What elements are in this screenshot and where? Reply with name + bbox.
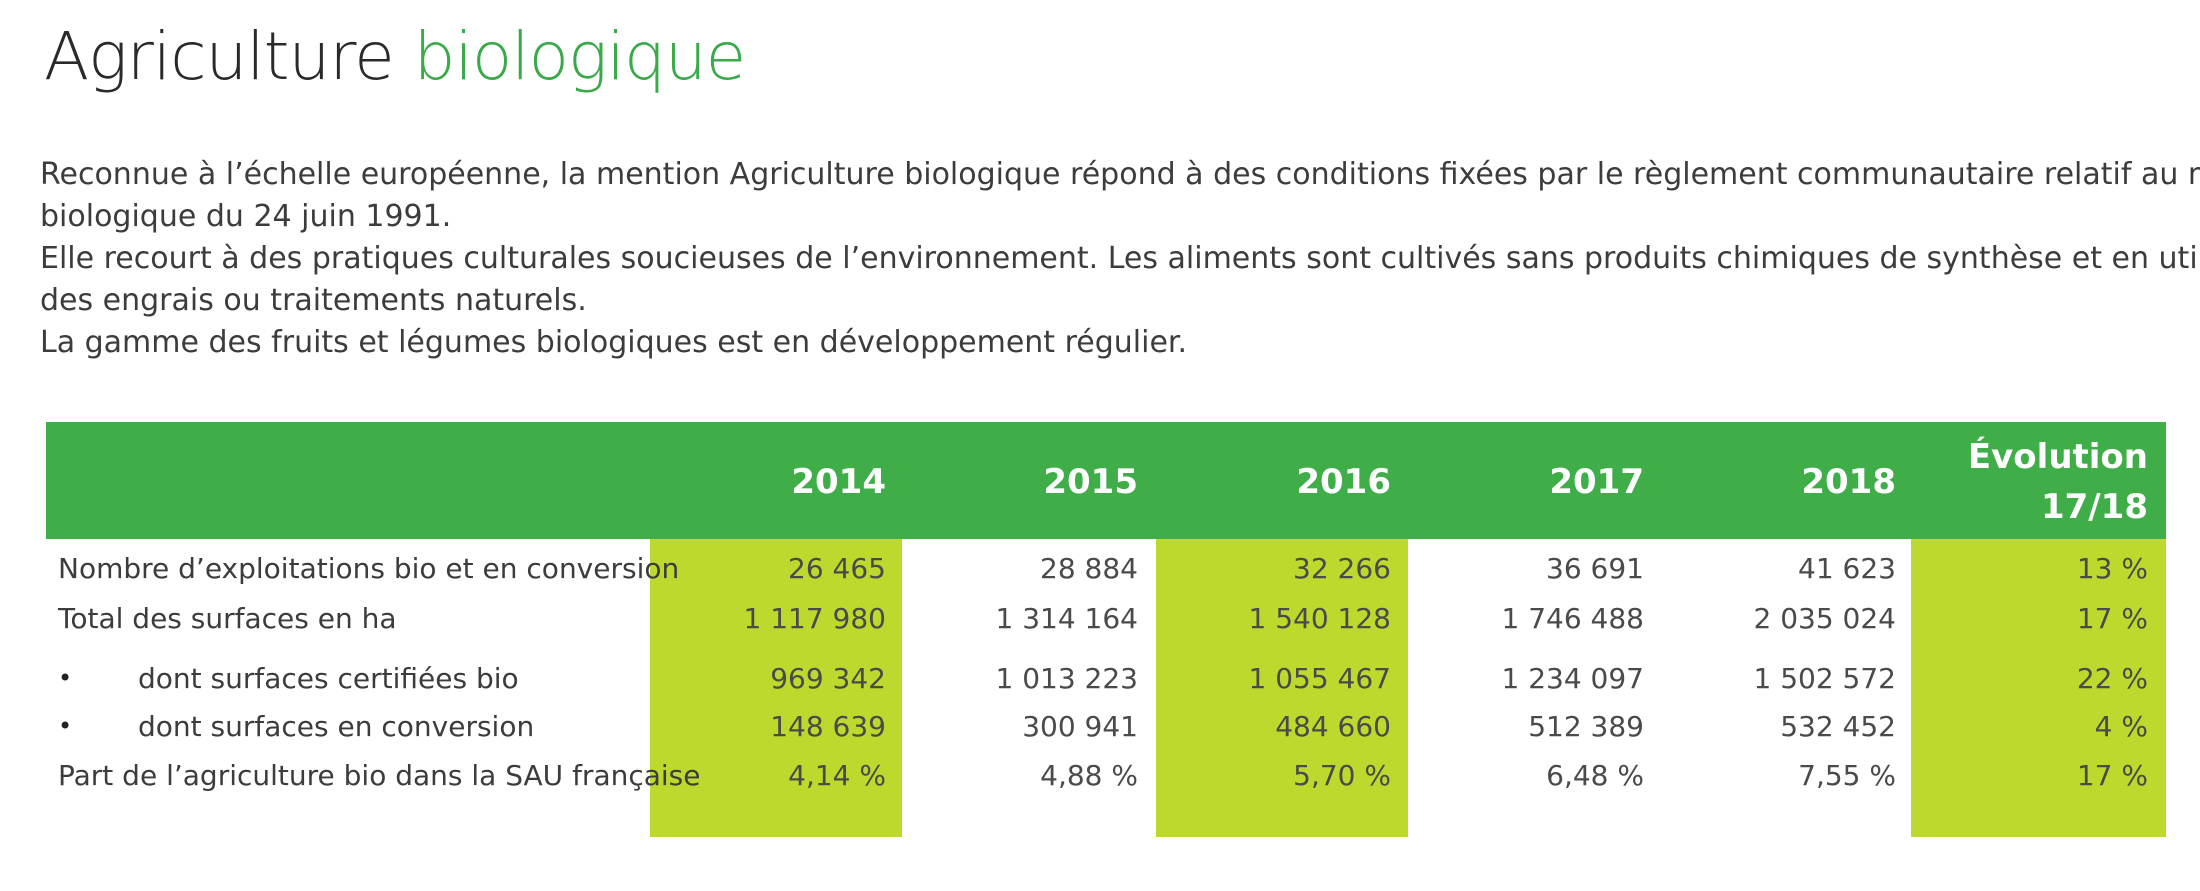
page-title-accent: biologique: [413, 18, 747, 95]
row-label: dont surfaces certifiées bio: [138, 662, 519, 695]
table-cell: 4,88 %: [1040, 759, 1138, 792]
table-cell: 969 342: [770, 662, 886, 695]
table-cell: 1 540 128: [1248, 602, 1391, 635]
table-cell: 512 389: [1528, 710, 1644, 743]
table-cell: 13 %: [2076, 552, 2148, 585]
table-cell: 5,70 %: [1293, 759, 1391, 792]
row-label: dont surfaces en conversion: [138, 710, 535, 743]
page-title-main: Agriculture: [44, 18, 395, 95]
row-label: Total des surfaces en ha: [58, 602, 397, 635]
intro-text: Reconnue à l’échelle européenne, la ment…: [40, 154, 2200, 364]
header-evolution: Évolution 17/18: [1908, 432, 2148, 532]
table-cell: 26 465: [788, 552, 886, 585]
table-cell: 1 055 467: [1248, 662, 1391, 695]
intro-line: Reconnue à l’échelle européenne, la ment…: [40, 157, 2200, 192]
row-label: Nombre d’exploitations bio et en convers…: [58, 552, 680, 585]
highlight-column-evolution: [1911, 539, 2166, 837]
header-evolution-label: Évolution: [1967, 437, 2148, 477]
intro-line: biologique du 24 juin 1991.: [40, 199, 452, 234]
table-cell: 22 %: [2076, 662, 2148, 695]
table-cell: 4 %: [2094, 710, 2148, 743]
header-2018: 2018: [1801, 462, 1896, 502]
table-cell: 28 884: [1040, 552, 1138, 585]
table-header-bar: [46, 422, 2166, 539]
intro-line: Elle recourt à des pratiques culturales …: [40, 241, 2200, 276]
intro-line: La gamme des fruits et légumes biologiqu…: [40, 325, 1188, 360]
intro-line: des engrais ou traitements naturels.: [40, 283, 587, 318]
highlight-column-2014: [650, 539, 902, 837]
table-cell: 6,48 %: [1546, 759, 1644, 792]
header-evolution-period: 17/18: [2040, 487, 2148, 527]
header-2014: 2014: [791, 462, 886, 502]
header-2016: 2016: [1296, 462, 1391, 502]
table-cell: 1 502 572: [1753, 662, 1896, 695]
highlight-column-2016: [1156, 539, 1408, 837]
table-cell: 17 %: [2076, 759, 2148, 792]
header-2015: 2015: [1043, 462, 1138, 502]
bullet-icon: •: [58, 712, 73, 740]
page-title: Agriculture biologique: [44, 18, 747, 95]
table-cell: 1 746 488: [1501, 602, 1644, 635]
row-label: Part de l’agriculture bio dans la SAU fr…: [58, 759, 701, 792]
table-cell: 532 452: [1780, 710, 1896, 743]
table-cell: 4,14 %: [788, 759, 886, 792]
table-cell: 148 639: [770, 710, 886, 743]
table-cell: 2 035 024: [1753, 602, 1896, 635]
table-cell: 32 266: [1293, 552, 1391, 585]
table-cell: 17 %: [2076, 602, 2148, 635]
table-cell: 1 117 980: [743, 602, 886, 635]
table-cell: 484 660: [1275, 710, 1391, 743]
table-cell: 1 013 223: [995, 662, 1138, 695]
table-cell: 7,55 %: [1798, 759, 1896, 792]
table-cell: 1 314 164: [995, 602, 1138, 635]
stats-table: 2014 2015 2016 2017 2018 Évolution 17/18…: [46, 422, 2166, 837]
header-2017: 2017: [1549, 462, 1644, 502]
table-cell: 1 234 097: [1501, 662, 1644, 695]
table-cell: 41 623: [1798, 552, 1896, 585]
table-cell: 36 691: [1546, 552, 1644, 585]
table-cell: 300 941: [1022, 710, 1138, 743]
bullet-icon: •: [58, 664, 73, 692]
